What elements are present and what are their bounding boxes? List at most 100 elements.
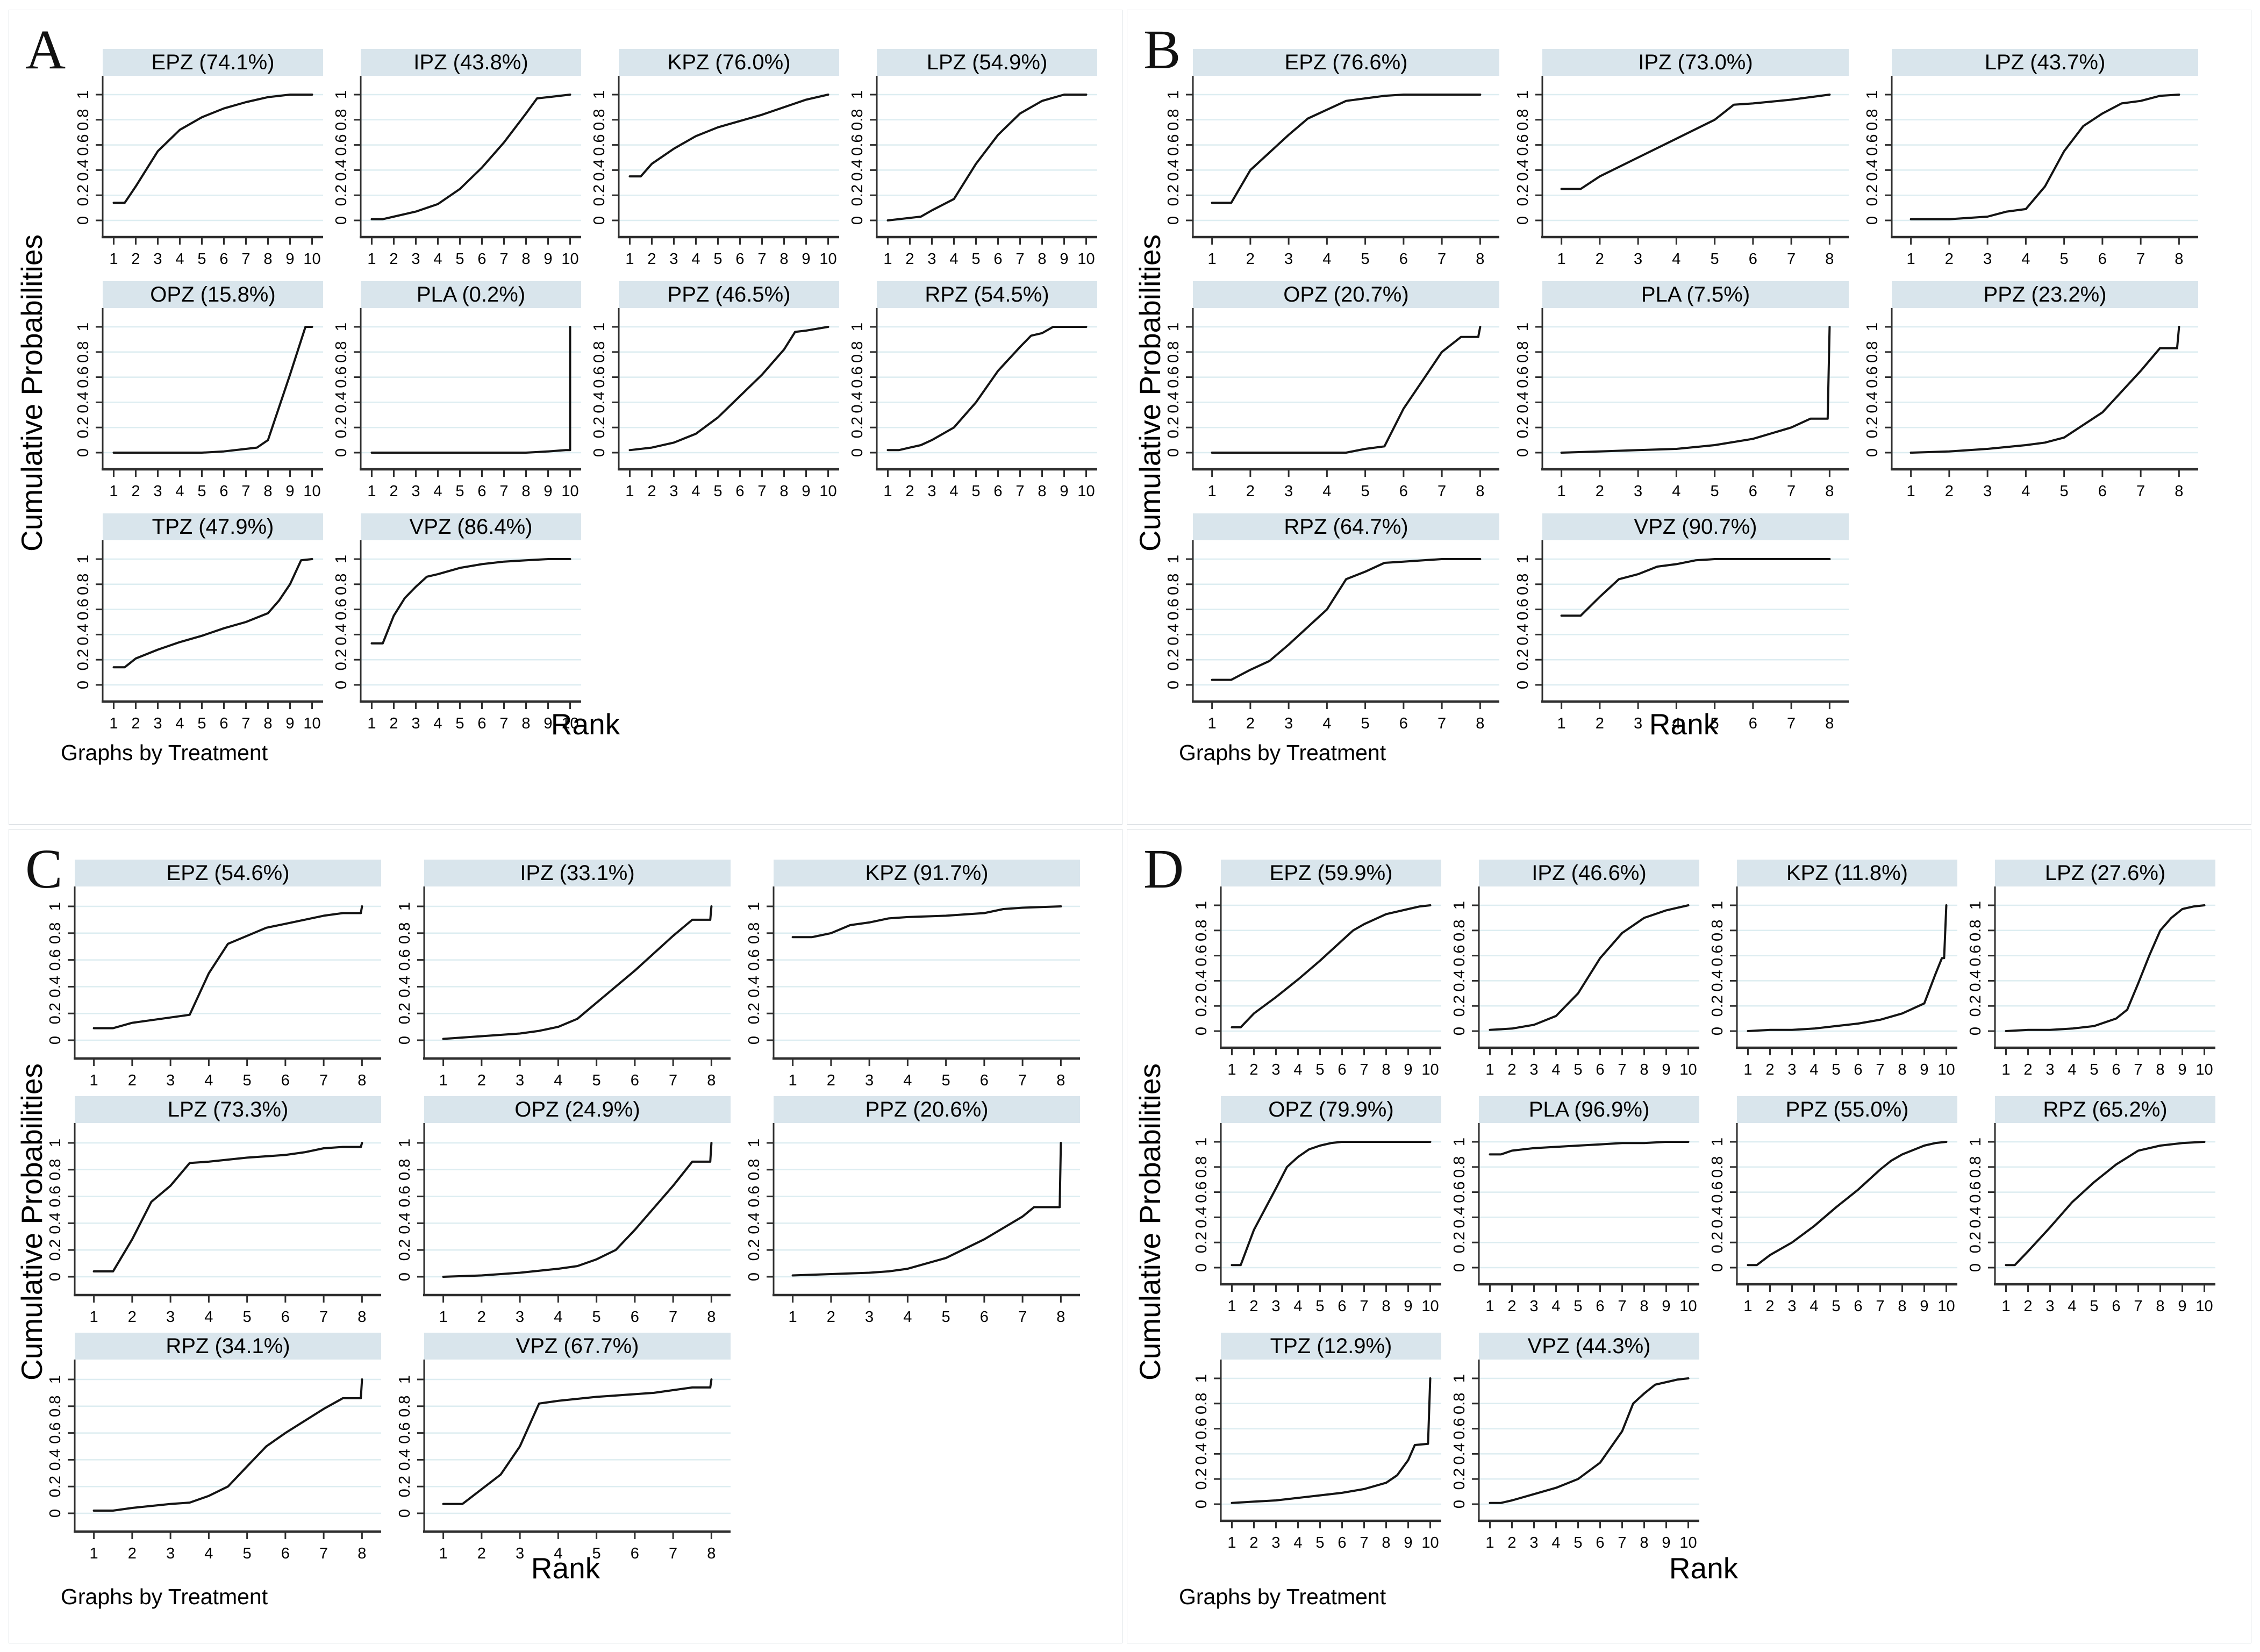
- svg-text:7: 7: [669, 1072, 677, 1089]
- x-axis-label: Rank: [550, 707, 620, 741]
- svg-text:10: 10: [561, 251, 578, 268]
- subplot-B-PPZ: PPZ (23.2%) 0 0.2 0.4 0.6 0.8 1 1 2 3 4 5 6 7 8: [1858, 281, 2208, 513]
- svg-text:6: 6: [281, 1545, 290, 1562]
- svg-text:8: 8: [1898, 1298, 1906, 1315]
- svg-text:1: 1: [883, 251, 892, 268]
- svg-text:0.8: 0.8: [746, 922, 763, 944]
- svg-text:0: 0: [47, 1272, 64, 1281]
- svg-text:0: 0: [1193, 1500, 1210, 1508]
- svg-text:0: 0: [1193, 1027, 1210, 1035]
- y-axis-label: Cumulative Probabilities: [15, 234, 48, 552]
- subplot-chart: 0 0.2 0.4 0.6 0.8 1 1 2 3 4 5 6 7 8: [1514, 540, 1849, 732]
- svg-text:1: 1: [746, 902, 763, 911]
- x-axis-label: Rank: [531, 1551, 600, 1585]
- subplot-title: VPZ (90.7%): [1542, 513, 1849, 540]
- svg-text:5: 5: [942, 1308, 950, 1326]
- subplot-B-OPZ: OPZ (20.7%) 0 0.2 0.4 0.6 0.8 1 1 2 3 4 5 6 7 8: [1160, 281, 1509, 513]
- svg-text:1: 1: [47, 1139, 64, 1147]
- subplot-A-IPZ: IPZ (43.8%) 0 0.2 0.4 0.6 0.8 1 1 2 3 4 5 6 7 8 9 10: [327, 49, 585, 281]
- svg-text:6: 6: [631, 1072, 639, 1089]
- svg-text:2: 2: [128, 1545, 137, 1562]
- svg-text:0.6: 0.6: [746, 1185, 763, 1207]
- subplot-B-IPZ: IPZ (73.0%) 0 0.2 0.4 0.6 0.8 1 1 2 3 4 5 6 7 8: [1509, 49, 1858, 281]
- svg-text:1: 1: [1864, 323, 1881, 331]
- svg-text:9: 9: [802, 483, 810, 500]
- svg-text:1: 1: [109, 715, 118, 732]
- svg-text:1: 1: [1514, 90, 1532, 99]
- svg-text:3: 3: [166, 1545, 175, 1562]
- svg-text:1: 1: [1227, 1061, 1236, 1078]
- svg-text:0.6: 0.6: [396, 949, 413, 970]
- svg-text:5: 5: [1711, 483, 1719, 500]
- svg-text:0: 0: [591, 216, 608, 225]
- svg-text:4: 4: [433, 715, 442, 732]
- svg-text:0.4: 0.4: [1451, 1443, 1468, 1464]
- subplot-title: EPZ (74.1%): [103, 49, 323, 76]
- svg-text:4: 4: [1551, 1534, 1560, 1551]
- svg-text:1: 1: [1907, 483, 1915, 500]
- svg-text:0.4: 0.4: [396, 1449, 413, 1470]
- subplot-D-VPZ: VPZ (44.3%) 0 0.2 0.4 0.6 0.8 1 1 2 3 4 5 6 7 8 9 10: [1446, 1333, 1704, 1569]
- svg-text:3: 3: [1787, 1061, 1796, 1078]
- svg-text:0.6: 0.6: [333, 134, 350, 155]
- svg-text:4: 4: [1810, 1298, 1818, 1315]
- svg-text:6: 6: [2098, 251, 2107, 268]
- svg-text:10: 10: [819, 483, 836, 500]
- svg-text:10: 10: [1937, 1061, 1955, 1078]
- svg-text:1: 1: [625, 483, 634, 500]
- svg-text:0.2: 0.2: [1709, 1232, 1726, 1253]
- svg-text:6: 6: [1854, 1298, 1862, 1315]
- svg-text:1: 1: [789, 1072, 797, 1089]
- svg-text:2: 2: [389, 715, 398, 732]
- svg-text:9: 9: [1404, 1298, 1412, 1315]
- svg-text:0.2: 0.2: [1864, 184, 1881, 206]
- svg-text:8: 8: [1382, 1298, 1390, 1315]
- svg-text:1: 1: [625, 251, 634, 268]
- svg-text:6: 6: [980, 1072, 989, 1089]
- svg-text:3: 3: [1284, 715, 1293, 732]
- svg-text:1: 1: [1451, 901, 1468, 910]
- svg-text:3: 3: [1634, 715, 1642, 732]
- svg-text:7: 7: [1018, 1308, 1027, 1326]
- x-axis-label: Rank: [1649, 707, 1719, 741]
- subplot-A-VPZ: VPZ (86.4%) 0 0.2 0.4 0.6 0.8 1 1 2 3 4 5 6 7 8 9 10: [327, 513, 585, 746]
- svg-text:5: 5: [1315, 1061, 1324, 1078]
- svg-text:0.2: 0.2: [396, 1239, 413, 1261]
- subplot-D-EPZ: EPZ (59.9%) 0 0.2 0.4 0.6 0.8 1 1 2 3 4 5 6 7 8 9 10: [1188, 860, 1446, 1096]
- svg-text:0.4: 0.4: [1514, 624, 1532, 645]
- svg-text:2: 2: [1507, 1534, 1516, 1551]
- svg-text:2: 2: [1249, 1061, 1258, 1078]
- svg-text:7: 7: [1787, 715, 1796, 732]
- svg-text:8: 8: [779, 483, 788, 500]
- svg-text:0.2: 0.2: [1967, 1232, 1984, 1253]
- svg-text:1: 1: [1907, 251, 1915, 268]
- subplot-chart: 00.20.40.60.811 2 3 4 5 6 7 8 9 10: [75, 308, 323, 500]
- svg-text:0.6: 0.6: [333, 366, 350, 388]
- svg-text:0.8: 0.8: [75, 109, 92, 131]
- svg-text:0.6: 0.6: [396, 1185, 413, 1207]
- svg-text:0.4: 0.4: [1193, 1206, 1210, 1228]
- svg-text:1: 1: [439, 1072, 448, 1089]
- svg-text:4: 4: [204, 1072, 213, 1089]
- subplot-title: EPZ (54.6%): [75, 860, 381, 886]
- svg-text:10: 10: [2195, 1298, 2213, 1315]
- svg-text:0.4: 0.4: [75, 159, 92, 181]
- svg-text:1: 1: [1451, 1138, 1468, 1146]
- svg-text:0.2: 0.2: [333, 417, 350, 438]
- svg-text:1: 1: [1451, 1374, 1468, 1383]
- svg-text:0: 0: [1193, 1263, 1210, 1272]
- svg-text:0.4: 0.4: [1514, 391, 1532, 413]
- svg-text:3: 3: [411, 251, 420, 268]
- svg-text:5: 5: [1832, 1298, 1840, 1315]
- subplot-grid-B: EPZ (76.6%) 0 0.2 0.4 0.6 0.8 1 1 2 3 4 5 6 7 8 IPZ (73…: [1160, 49, 2208, 746]
- subplot-chart: 00.20.40.60.811 2 3 4 5 6 7 8 9 10: [333, 308, 581, 500]
- subplot-chart: 0 0.2 0.4 0.6 0.8 1 1 2 3 4 5 6 7 8: [746, 886, 1080, 1089]
- svg-text:9: 9: [1662, 1534, 1670, 1551]
- svg-text:2: 2: [905, 483, 914, 500]
- svg-text:0.2: 0.2: [1165, 184, 1182, 206]
- subplot-title: KPZ (91.7%): [774, 860, 1080, 886]
- svg-text:0.6: 0.6: [1514, 598, 1532, 620]
- svg-text:6: 6: [1338, 1534, 1346, 1551]
- subplot-C-RPZ: RPZ (34.1%) 0 0.2 0.4 0.6 0.8 1 1 2 3 4 5 6 7 8: [41, 1333, 391, 1569]
- svg-text:3: 3: [1787, 1298, 1796, 1315]
